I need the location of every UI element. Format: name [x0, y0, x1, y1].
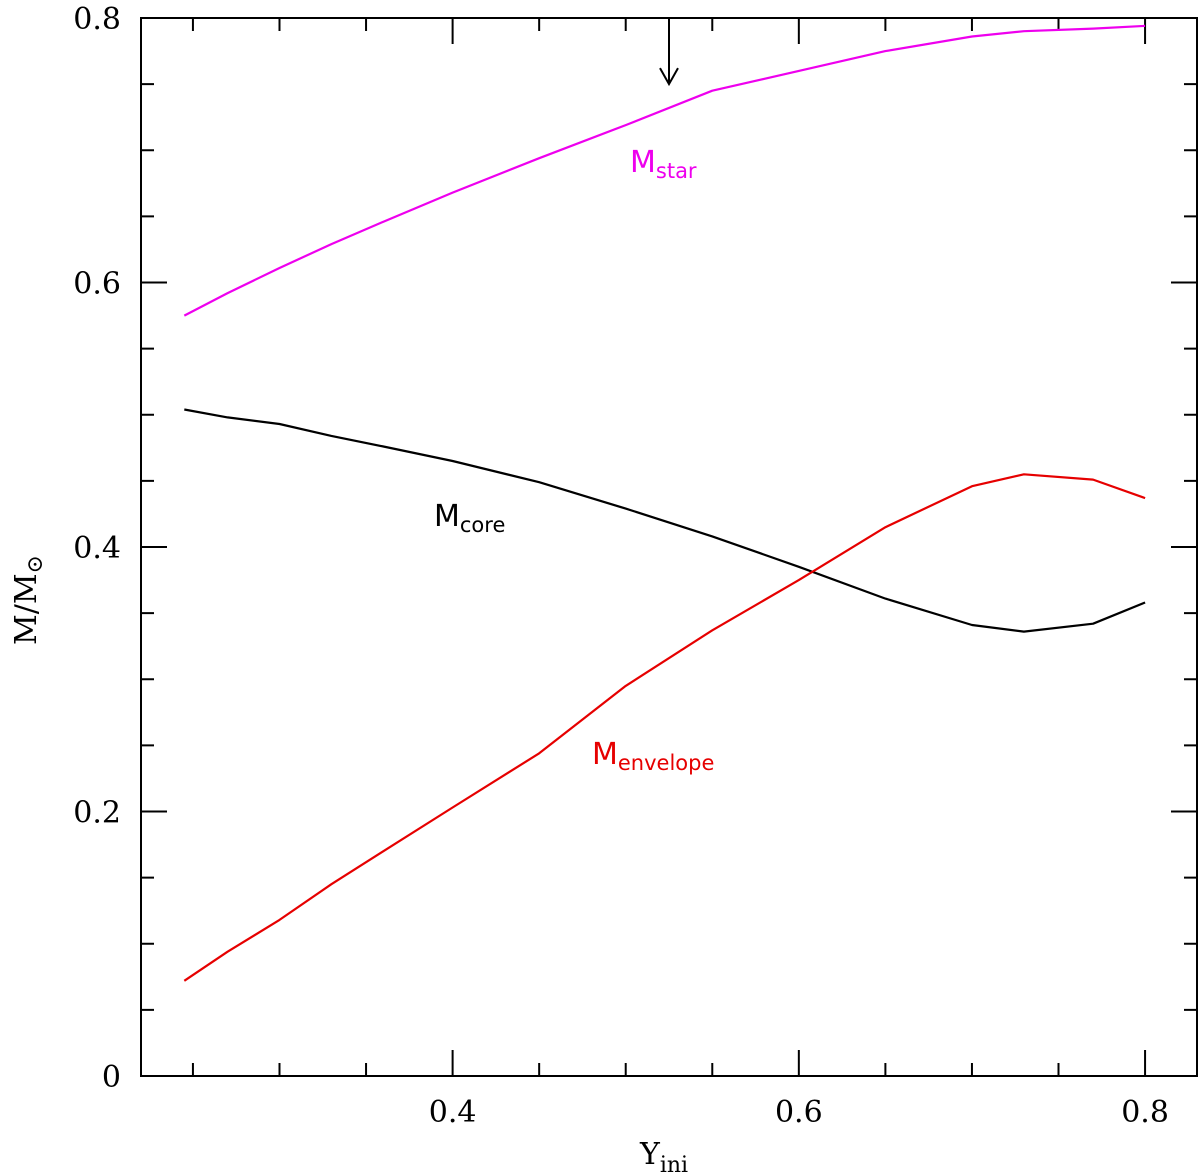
y-axis-title: M/M⊙	[9, 555, 48, 645]
series-label-envelope: Menvelope	[592, 737, 714, 775]
x-tick-label: 0.4	[429, 1095, 477, 1130]
y-tick-label: 0.8	[73, 2, 121, 37]
annotations	[659, 18, 679, 87]
y-tick-label: 0.6	[73, 267, 121, 302]
series-line-core	[184, 408, 1146, 633]
x-tick-label: 0.6	[775, 1095, 823, 1130]
y-tick-label: 0.4	[73, 531, 121, 566]
series-line-envelope	[183, 473, 1146, 982]
series-lines	[183, 24, 1146, 982]
series-label-core: Mcore	[434, 499, 505, 537]
x-tick-label: 0.8	[1121, 1095, 1169, 1130]
series-label-star: Mstar	[630, 145, 697, 183]
series-line-star	[183, 24, 1146, 317]
y-tick-label: 0.2	[73, 796, 121, 831]
arrow-annotation-head	[659, 67, 679, 87]
axis-ticks	[141, 17, 1197, 1077]
axis-tick-labels: 0.4 0.6 0.8 0 0.2 0.4 0.6 0.8	[73, 2, 1169, 1130]
y-tick-label: 0	[102, 1060, 121, 1095]
x-axis-title: Yini	[639, 1137, 688, 1176]
